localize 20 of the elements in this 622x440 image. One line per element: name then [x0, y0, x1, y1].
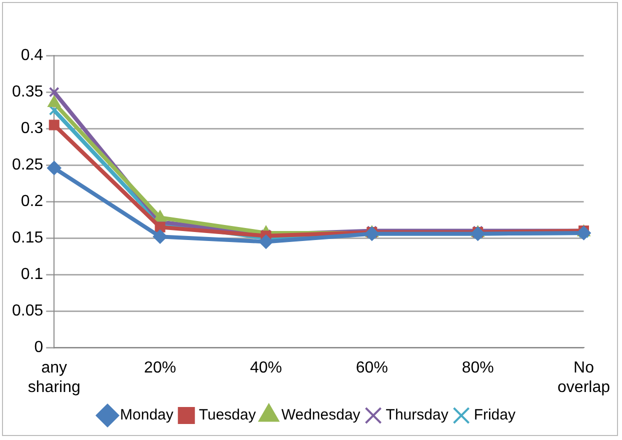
- legend-label: Thursday: [386, 406, 449, 424]
- y-tick-label: 0.4: [20, 47, 44, 64]
- y-tick-label: 0.05: [12, 302, 44, 320]
- y-tick-label: 0.15: [12, 230, 44, 247]
- x-tick-label: No overlap: [558, 360, 610, 396]
- x-tick-label: 20%: [144, 360, 176, 377]
- x-tick-label: 60%: [356, 360, 388, 377]
- legend-label: Monday: [120, 406, 174, 424]
- legend-label: Friday: [474, 406, 516, 424]
- y-tick-label: 0.2: [20, 193, 44, 210]
- x-tick-label: 80%: [462, 360, 494, 377]
- y-tick-label: 0.1: [20, 266, 44, 284]
- legend-label: Tuesday: [198, 406, 256, 424]
- y-tick-label: 0.3: [20, 120, 44, 138]
- x-tick-label: 40%: [250, 360, 282, 377]
- y-tick-label: 0: [34, 339, 44, 356]
- legend-label: Wednesday: [281, 406, 361, 424]
- y-tick-label: 0.25: [12, 156, 44, 174]
- x-tick-label: any sharing: [28, 360, 80, 396]
- y-tick-label: 0.35: [12, 84, 44, 101]
